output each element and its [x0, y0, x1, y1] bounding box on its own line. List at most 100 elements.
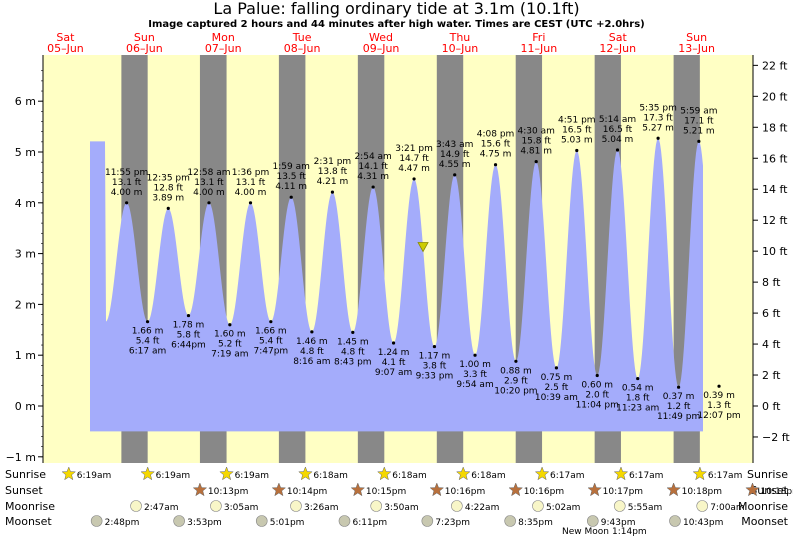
axes: −1 m 0 m 1 m 2 m 3 m 4 m 5 m 6 m −2 ft 0 ft 2 ft 4 …	[6, 55, 790, 464]
moonrise-time: 3:50am	[384, 503, 419, 513]
high-tide-height-ft: 16.5 ft	[562, 125, 592, 135]
low-tide-point	[391, 341, 396, 345]
high-tide-height-m: 4.00 m	[193, 188, 225, 198]
low-tide-height-m: 1.66 m	[255, 327, 287, 337]
low-tide-height-m: 1.66 m	[132, 327, 164, 337]
sunrise-icon	[219, 466, 234, 481]
sunrise-icon	[613, 466, 629, 481]
high-tide-point	[371, 185, 375, 189]
high-tide-height-ft: 16.5 ft	[603, 125, 633, 135]
low-tide-height-ft: 1.3 ft	[707, 401, 731, 411]
day-date: 08–Jun	[284, 42, 321, 55]
low-tide-height-ft: 1.2 ft	[667, 402, 691, 412]
low-tide-height-m: 1.00 m	[459, 360, 491, 370]
low-tide-height-ft: 5.8 ft	[177, 331, 201, 341]
low-tide-time: 10:20 pm	[494, 386, 537, 396]
sunset-time: 10:17pm	[603, 487, 643, 497]
right-tick-label: 22 ft	[762, 59, 788, 72]
high-tide-time: 4:30 am	[518, 127, 555, 137]
low-tide-time: 11:23 am	[616, 404, 659, 414]
high-tide-point	[125, 201, 129, 205]
high-tide-height-ft: 14.7 ft	[399, 154, 429, 164]
moonrise-icon	[532, 500, 544, 512]
high-tide-time: 5:14 am	[599, 115, 636, 125]
high-tide-height-m: 4.21 m	[317, 177, 349, 187]
day-date: 05–Jun	[47, 42, 84, 55]
high-tide-point	[453, 173, 457, 177]
right-tick-label: 12 ft	[762, 214, 788, 227]
high-tide-height-ft: 14.1 ft	[358, 162, 388, 172]
moonrise-icon	[370, 500, 383, 512]
moonrise-icon	[130, 500, 142, 512]
high-tide-point	[575, 148, 579, 153]
low-tide-time: 12:07 pm	[697, 411, 740, 421]
low-tide-time: 9:07 am	[375, 368, 412, 378]
day-date: 13–Jun	[678, 42, 715, 55]
low-tide-height-ft: 5.4 ft	[136, 337, 160, 347]
day-name: Fri	[532, 31, 545, 44]
high-tide-point	[656, 136, 660, 140]
low-tide-height-ft: 2.0 ft	[585, 391, 609, 401]
sunrise-row-label-right: Sunrise	[747, 468, 788, 481]
high-tide-point	[493, 163, 498, 167]
day-name: Mon	[212, 31, 235, 44]
sunrise-icon	[377, 466, 392, 481]
low-tide-point	[554, 366, 559, 370]
low-tide-height-m: 1.17 m	[419, 352, 451, 362]
low-tide-time: 6:44pm	[171, 341, 206, 351]
moonrise-icon	[210, 500, 222, 512]
low-tide-point	[636, 376, 640, 381]
moonset-icon	[669, 515, 681, 527]
right-tick-label: 2 ft	[762, 369, 781, 382]
high-tide-height-ft: 15.8 ft	[521, 137, 551, 147]
sunrise-icon	[61, 466, 77, 481]
day-name: Sat	[56, 31, 75, 44]
low-tide-time: 9:33 pm	[416, 372, 454, 382]
high-tide-point	[615, 148, 620, 152]
low-tide-time: 11:49 pm	[657, 412, 700, 422]
low-tide-point	[145, 320, 150, 324]
sunrise-time: 6:18am	[392, 471, 427, 481]
sunset-icon	[350, 482, 366, 497]
sunset-time: 10:18pm	[682, 487, 722, 497]
high-tide-height-ft: 13.1 ft	[236, 178, 266, 188]
high-tide-time: 1:36 pm	[232, 168, 270, 178]
low-tide-height-m: 0.60 m	[581, 381, 613, 391]
high-tide-height-m: 4.11 m	[275, 182, 307, 192]
low-tide-height-ft: 2.5 ft	[545, 383, 569, 393]
moonrise-icon	[451, 500, 463, 512]
high-tide-point	[248, 201, 253, 205]
sunrise-icon	[692, 466, 708, 481]
low-tide-height-ft: 3.3 ft	[463, 370, 487, 380]
sunset-icon	[666, 482, 681, 497]
low-tide-point	[717, 384, 721, 388]
high-tide-height-ft: 13.5 ft	[276, 172, 306, 182]
low-tide-height-ft: 5.4 ft	[259, 337, 283, 347]
moonrise-row-label: Moonrise	[5, 500, 55, 513]
low-tide-time: 8:43 pm	[334, 357, 372, 367]
low-tide-height-ft: 2.9 ft	[504, 376, 528, 386]
left-tick-label: 2 m	[15, 298, 36, 311]
high-tide-height-m: 4.00 m	[235, 188, 267, 198]
low-tide-time: 10:39 am	[535, 393, 578, 403]
sunrise-icon	[298, 466, 313, 481]
low-tide-height-ft: 4.1 ft	[382, 358, 406, 368]
sunrise-icon	[140, 466, 155, 481]
day-header: Sat05–JunSun06–JunMon07–JunTue08–JunWed0…	[47, 31, 715, 55]
day-name: Tue	[292, 31, 312, 44]
moonset-icon	[504, 515, 516, 527]
sunrise-time: 6:18am	[471, 471, 506, 481]
low-tide-point	[228, 323, 232, 327]
astro-rows: Sunrise Sunrise 6:19am 6:19am 6:19am 6:18am 6:…	[5, 466, 793, 537]
moonrise-icon	[613, 500, 626, 512]
left-tick-label: 1 m	[15, 349, 36, 362]
sunset-time: 10:14pm	[287, 487, 327, 497]
moonset-time: 10:43pm	[683, 518, 723, 528]
moonset-time: 5:01pm	[270, 518, 305, 528]
high-tide-time: 3:43 am	[436, 140, 473, 150]
day-date: 10–Jun	[442, 42, 479, 55]
low-tide-time: 6:17 am	[129, 347, 166, 357]
moonrise-time: 5:02am	[546, 503, 581, 513]
low-tide-height-m: 1.46 m	[296, 337, 328, 347]
